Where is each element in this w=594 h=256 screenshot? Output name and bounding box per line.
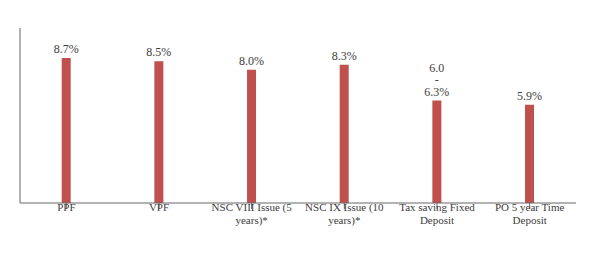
svg-text:NSC VIII Issue (5years)*: NSC VIII Issue (5years)*: [212, 201, 293, 227]
svg-text:VPF: VPF: [149, 201, 169, 213]
svg-text:5.9%: 5.9%: [517, 89, 542, 103]
svg-text:NSC IX Issue (10years)*: NSC IX Issue (10years)*: [305, 201, 384, 227]
svg-text:PPF: PPF: [57, 201, 75, 213]
svg-text:8.0%: 8.0%: [239, 54, 264, 68]
svg-text:8.3%: 8.3%: [332, 49, 357, 63]
svg-text:Tax saving FixedDeposit: Tax saving FixedDeposit: [399, 201, 475, 226]
svg-text:8.7%: 8.7%: [54, 42, 79, 56]
svg-text:8.5%: 8.5%: [146, 45, 171, 59]
svg-text:PO 5 year TimeDeposit: PO 5 year TimeDeposit: [495, 201, 564, 226]
svg-text:6.0-6.3%: 6.0-6.3%: [424, 61, 449, 99]
